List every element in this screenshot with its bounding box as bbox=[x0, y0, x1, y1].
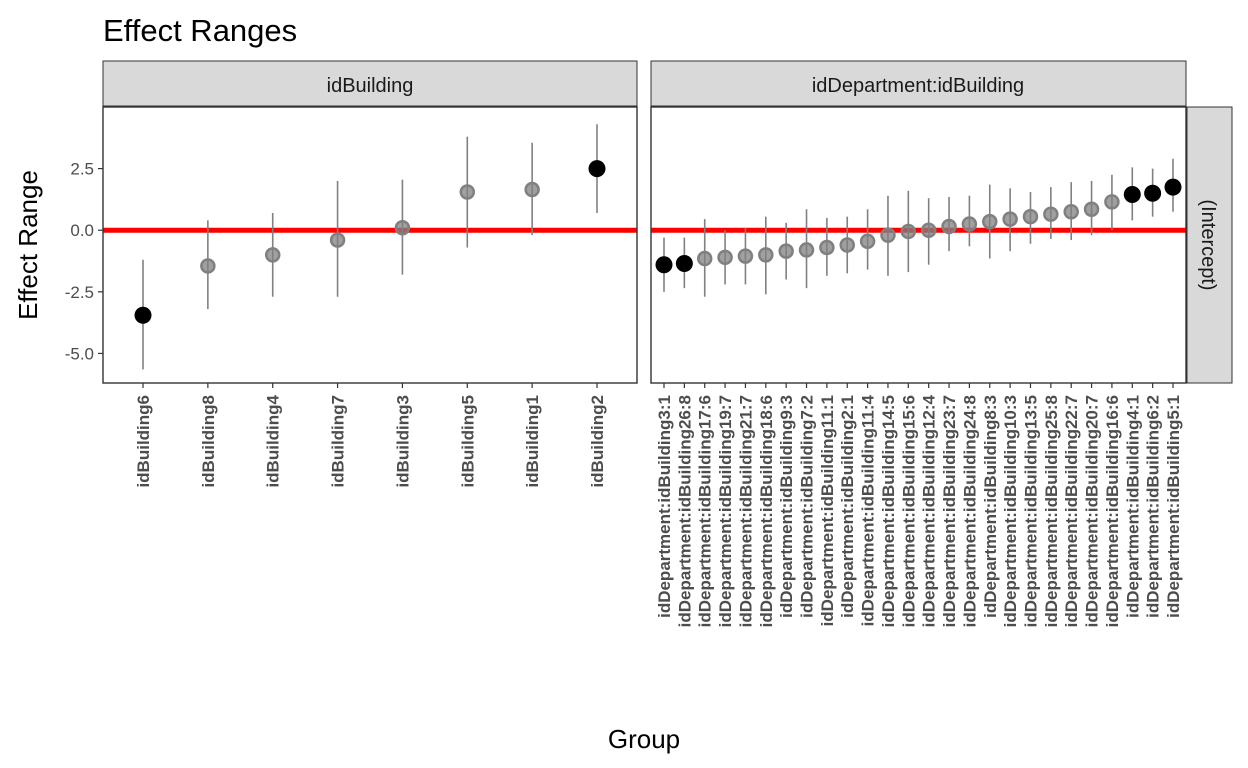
y-axis: 2.5 0.0 -2.5 -5.0 bbox=[65, 160, 103, 363]
point-iddepartment-idbuilding5-1 bbox=[1164, 178, 1182, 196]
x-tick-label-iddepartment-idbuilding25-8: idDepartment:idBuilding25:8 bbox=[1042, 395, 1061, 627]
y-tick-label: -5.0 bbox=[65, 344, 94, 363]
x-tick-label-iddepartment-idbuilding19-7: idDepartment:idBuilding19:7 bbox=[716, 395, 735, 627]
x-tick-label-iddepartment-idbuilding15-6: idDepartment:idBuilding15:6 bbox=[899, 395, 918, 627]
strip-background-iddepartment-idbuilding bbox=[650, 60, 1187, 107]
x-tick-label-idbuilding8: idBuilding8 bbox=[199, 395, 218, 488]
x-tick-label-idbuilding4: idBuilding4 bbox=[264, 394, 283, 487]
point-iddepartment-idbuilding6-2 bbox=[1144, 184, 1162, 202]
point-iddepartment-idbuilding25-8 bbox=[1043, 206, 1059, 222]
point-idbuilding4 bbox=[264, 247, 281, 263]
point-iddepartment-idbuilding12-4 bbox=[920, 222, 937, 238]
point-iddepartment-idbuilding2-1 bbox=[839, 237, 855, 253]
x-tick-label-iddepartment-idbuilding23-7: idDepartment:idBuilding23:7 bbox=[940, 395, 959, 627]
point-iddepartment-idbuilding9-3 bbox=[778, 243, 794, 259]
x-tick-label-idbuilding6: idBuilding6 bbox=[134, 395, 153, 488]
x-tick-label-iddepartment-idbuilding10-3: idDepartment:idBuilding10:3 bbox=[1001, 395, 1020, 627]
panel-border-iddepartment-idbuilding bbox=[650, 106, 1187, 384]
y-axis-title: Effect Range bbox=[13, 170, 43, 320]
point-iddepartment-idbuilding14-5 bbox=[880, 227, 896, 243]
x-tick-label-iddepartment-idbuilding4-1: idDepartment:idBuilding4:1 bbox=[1123, 395, 1142, 618]
point-iddepartment-idbuilding16-6 bbox=[1104, 194, 1120, 210]
point-iddepartment-idbuilding4-1 bbox=[1123, 185, 1141, 203]
point-idbuilding8 bbox=[200, 258, 216, 274]
row-strip-background bbox=[1186, 106, 1233, 384]
point-iddepartment-idbuilding10-3 bbox=[1002, 211, 1018, 227]
x-tick-label-iddepartment-idbuilding20-7: idDepartment:idBuilding20:7 bbox=[1083, 395, 1102, 627]
panel-background-idbuilding bbox=[103, 107, 637, 383]
strip-background-idbuilding bbox=[102, 60, 638, 107]
panel-marks-iddepartment-idbuilding bbox=[651, 158, 1186, 297]
point-iddepartment-idbuilding21-7 bbox=[737, 248, 754, 264]
x-tick-label-iddepartment-idbuilding9-3: idDepartment:idBuilding9:3 bbox=[777, 395, 796, 618]
x-tick-label-iddepartment-idbuilding16-6: idDepartment:idBuilding16:6 bbox=[1103, 395, 1122, 627]
x-tick-label-iddepartment-idbuilding14-5: idDepartment:idBuilding14:5 bbox=[879, 395, 898, 627]
x-tick-label-iddepartment-idbuilding5-1: idDepartment:idBuilding5:1 bbox=[1164, 395, 1183, 618]
strip-label-iddepartment-idbuilding: idDepartment:idBuilding bbox=[812, 75, 1024, 97]
point-iddepartment-idbuilding22-7 bbox=[1063, 203, 1079, 220]
point-iddepartment-idbuilding13-5 bbox=[1022, 208, 1039, 225]
x-tick-label-iddepartment-idbuilding8-3: idDepartment:idBuilding8:3 bbox=[981, 395, 1000, 618]
panel-idbuilding: idBuilding bbox=[102, 60, 638, 384]
point-iddepartment-idbuilding17-6 bbox=[696, 250, 713, 267]
x-axis-tick-labels: idBuilding6 idBuilding8 idBuilding4 idBuild… bbox=[134, 383, 1183, 627]
point-iddepartment-idbuilding20-7 bbox=[1083, 201, 1100, 218]
point-iddepartment-idbuilding19-7 bbox=[717, 249, 733, 266]
y-tick-label: 0.0 bbox=[70, 221, 94, 240]
x-tick-label-iddepartment-idbuilding11-4: idDepartment:idBuilding11:4 bbox=[859, 394, 878, 626]
x-tick-label-iddepartment-idbuilding26-8: idDepartment:idBuilding26:8 bbox=[675, 395, 694, 627]
x-axis-title: Group bbox=[608, 724, 680, 754]
point-idbuilding7 bbox=[329, 232, 346, 248]
x-tick-label-iddepartment-idbuilding17-6: idDepartment:idBuilding17:6 bbox=[696, 395, 715, 627]
x-tick-label-idbuilding5: idBuilding5 bbox=[458, 395, 477, 488]
x-tick-label-idbuilding3: idBuilding3 bbox=[393, 395, 412, 488]
point-iddepartment-idbuilding11-4 bbox=[859, 233, 876, 250]
x-tick-label-iddepartment-idbuilding11-1: idDepartment:idBuilding11:1 bbox=[818, 395, 837, 626]
point-iddepartment-idbuilding18-6 bbox=[758, 247, 774, 263]
panel-iddepartment-idbuilding: idDepartment:idBuilding bbox=[650, 60, 1187, 384]
x-tick-label-iddepartment-idbuilding22-7: idDepartment:idBuilding22:7 bbox=[1062, 395, 1081, 627]
x-tick-label-iddepartment-idbuilding3-1: idDepartment:idBuilding3:1 bbox=[655, 395, 674, 618]
point-iddepartment-idbuilding15-6 bbox=[900, 223, 917, 240]
point-iddepartment-idbuilding26-8 bbox=[675, 254, 693, 272]
x-tick-label-idbuilding2: idBuilding2 bbox=[588, 395, 607, 488]
row-strip: (Intercept) bbox=[1186, 106, 1233, 384]
x-tick-label-iddepartment-idbuilding2-1: idDepartment:idBuilding2:1 bbox=[838, 395, 857, 618]
x-tick-label-iddepartment-idbuilding21-7: idDepartment:idBuilding21:7 bbox=[736, 395, 755, 627]
point-idbuilding2 bbox=[588, 160, 606, 178]
point-idbuilding1 bbox=[524, 181, 540, 198]
panel-marks-idbuilding bbox=[103, 124, 637, 370]
point-iddepartment-idbuilding7-2 bbox=[798, 242, 815, 258]
point-idbuilding6 bbox=[134, 306, 152, 324]
y-tick-label: 2.5 bbox=[70, 160, 94, 179]
x-tick-label-iddepartment-idbuilding7-2: idDepartment:idBuilding7:2 bbox=[798, 395, 817, 618]
x-tick-label-iddepartment-idbuilding6-2: idDepartment:idBuilding6:2 bbox=[1144, 395, 1163, 618]
x-tick-label-iddepartment-idbuilding24-8: idDepartment:idBuilding24:8 bbox=[960, 395, 979, 627]
panel-background-iddepartment-idbuilding bbox=[651, 107, 1186, 383]
point-idbuilding3 bbox=[394, 220, 411, 236]
point-iddepartment-idbuilding8-3 bbox=[982, 213, 998, 230]
y-tick-label: -2.5 bbox=[65, 283, 94, 302]
point-idbuilding5 bbox=[459, 184, 476, 200]
x-tick-label-iddepartment-idbuilding12-4: idDepartment:idBuilding12:4 bbox=[920, 394, 939, 627]
panel-border-idbuilding bbox=[102, 106, 638, 384]
chart-title: Effect Ranges bbox=[103, 13, 297, 48]
x-tick-label-idbuilding7: idBuilding7 bbox=[329, 395, 348, 488]
x-tick-label-iddepartment-idbuilding18-6: idDepartment:idBuilding18:6 bbox=[757, 395, 776, 627]
x-tick-label-idbuilding1: idBuilding1 bbox=[523, 395, 542, 488]
x-tick-label-iddepartment-idbuilding13-5: idDepartment:idBuilding13:5 bbox=[1021, 395, 1040, 627]
row-strip-label: (Intercept) bbox=[1197, 199, 1219, 290]
point-iddepartment-idbuilding3-1 bbox=[655, 256, 673, 274]
point-iddepartment-idbuilding24-8 bbox=[961, 216, 978, 232]
point-iddepartment-idbuilding11-1 bbox=[819, 239, 835, 256]
point-iddepartment-idbuilding23-7 bbox=[941, 218, 957, 235]
strip-label-idbuilding: idBuilding bbox=[327, 75, 414, 97]
